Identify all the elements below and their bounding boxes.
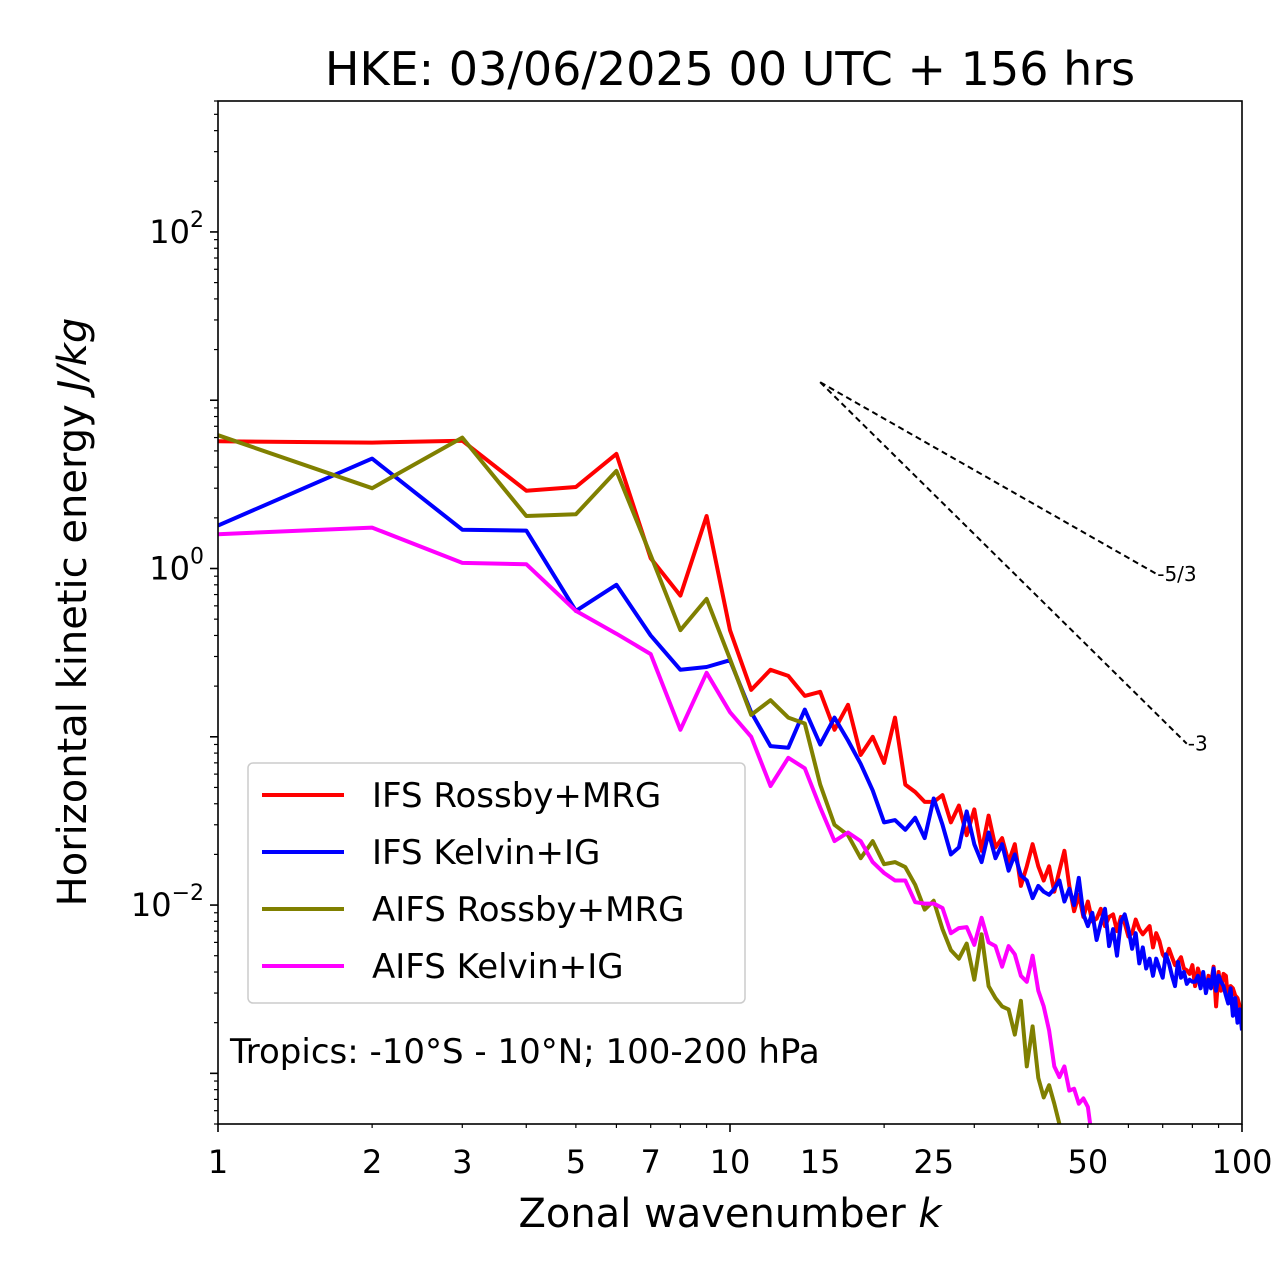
- slope-line-1: [819, 381, 1188, 745]
- legend-label-1: IFS Kelvin+IG: [372, 833, 600, 873]
- series-line-1: [218, 456, 1242, 1031]
- y-tick-label: 10−2: [131, 881, 204, 924]
- x-tick-label: 1: [208, 1143, 228, 1181]
- legend: IFS Rossby+MRG IFS Kelvin+IG AIFS Rossby+M…: [247, 762, 746, 1004]
- y-tick-label: 102: [149, 208, 204, 251]
- x-tick-label: 10: [710, 1143, 751, 1181]
- y-axis-label-unit: J/kg: [50, 318, 96, 399]
- region-annotation: Tropics: -10°S - 10°N; 100-200 hPa: [229, 1032, 820, 1072]
- slope-reference-layer: -5/3 -3: [819, 381, 1208, 756]
- series-line-2: [218, 433, 1062, 1124]
- x-tick-label: 50: [1068, 1143, 1109, 1181]
- chart-title: HKE: 03/06/2025 00 UTC + 156 hrs: [325, 42, 1135, 96]
- legend-box: [247, 762, 746, 1004]
- slope-label-0: -5/3: [1157, 562, 1196, 586]
- y-axis-label: Horizontal kinetic energy J/kg: [50, 318, 96, 907]
- x-axis-ticks: 1 2 3 5 7 10 15 25 50 100: [208, 1124, 1273, 1181]
- y-axis-label-text: Horizontal kinetic energy: [50, 404, 96, 906]
- legend-items: IFS Rossby+MRG IFS Kelvin+IG AIFS Rossby+M…: [262, 776, 684, 987]
- x-tick-label: 15: [800, 1143, 841, 1181]
- y-tick-label: 100: [149, 545, 204, 588]
- x-tick-label: 5: [566, 1143, 586, 1181]
- x-tick-label: 7: [641, 1143, 661, 1181]
- slope-label-1: -3: [1188, 732, 1208, 756]
- slope-line-0: [819, 381, 1157, 575]
- y-axis-ticks: 102 100 10−2: [131, 100, 218, 1125]
- x-tick-label: 3: [452, 1143, 472, 1181]
- legend-label-0: IFS Rossby+MRG: [372, 776, 661, 816]
- legend-label-2: AIFS Rossby+MRG: [372, 890, 684, 930]
- x-axis-label: Zonal wavenumber k: [518, 1191, 943, 1237]
- series-layer: [218, 433, 1242, 1124]
- x-tick-label: 100: [1211, 1143, 1272, 1181]
- legend-label-3: AIFS Kelvin+IG: [372, 947, 624, 987]
- x-tick-label: 25: [913, 1143, 954, 1181]
- x-tick-label: 2: [362, 1143, 382, 1181]
- series-line-3: [218, 525, 1093, 1124]
- x-axis-label-variable: k: [918, 1191, 943, 1237]
- x-axis-label-text: Zonal wavenumber: [518, 1191, 906, 1237]
